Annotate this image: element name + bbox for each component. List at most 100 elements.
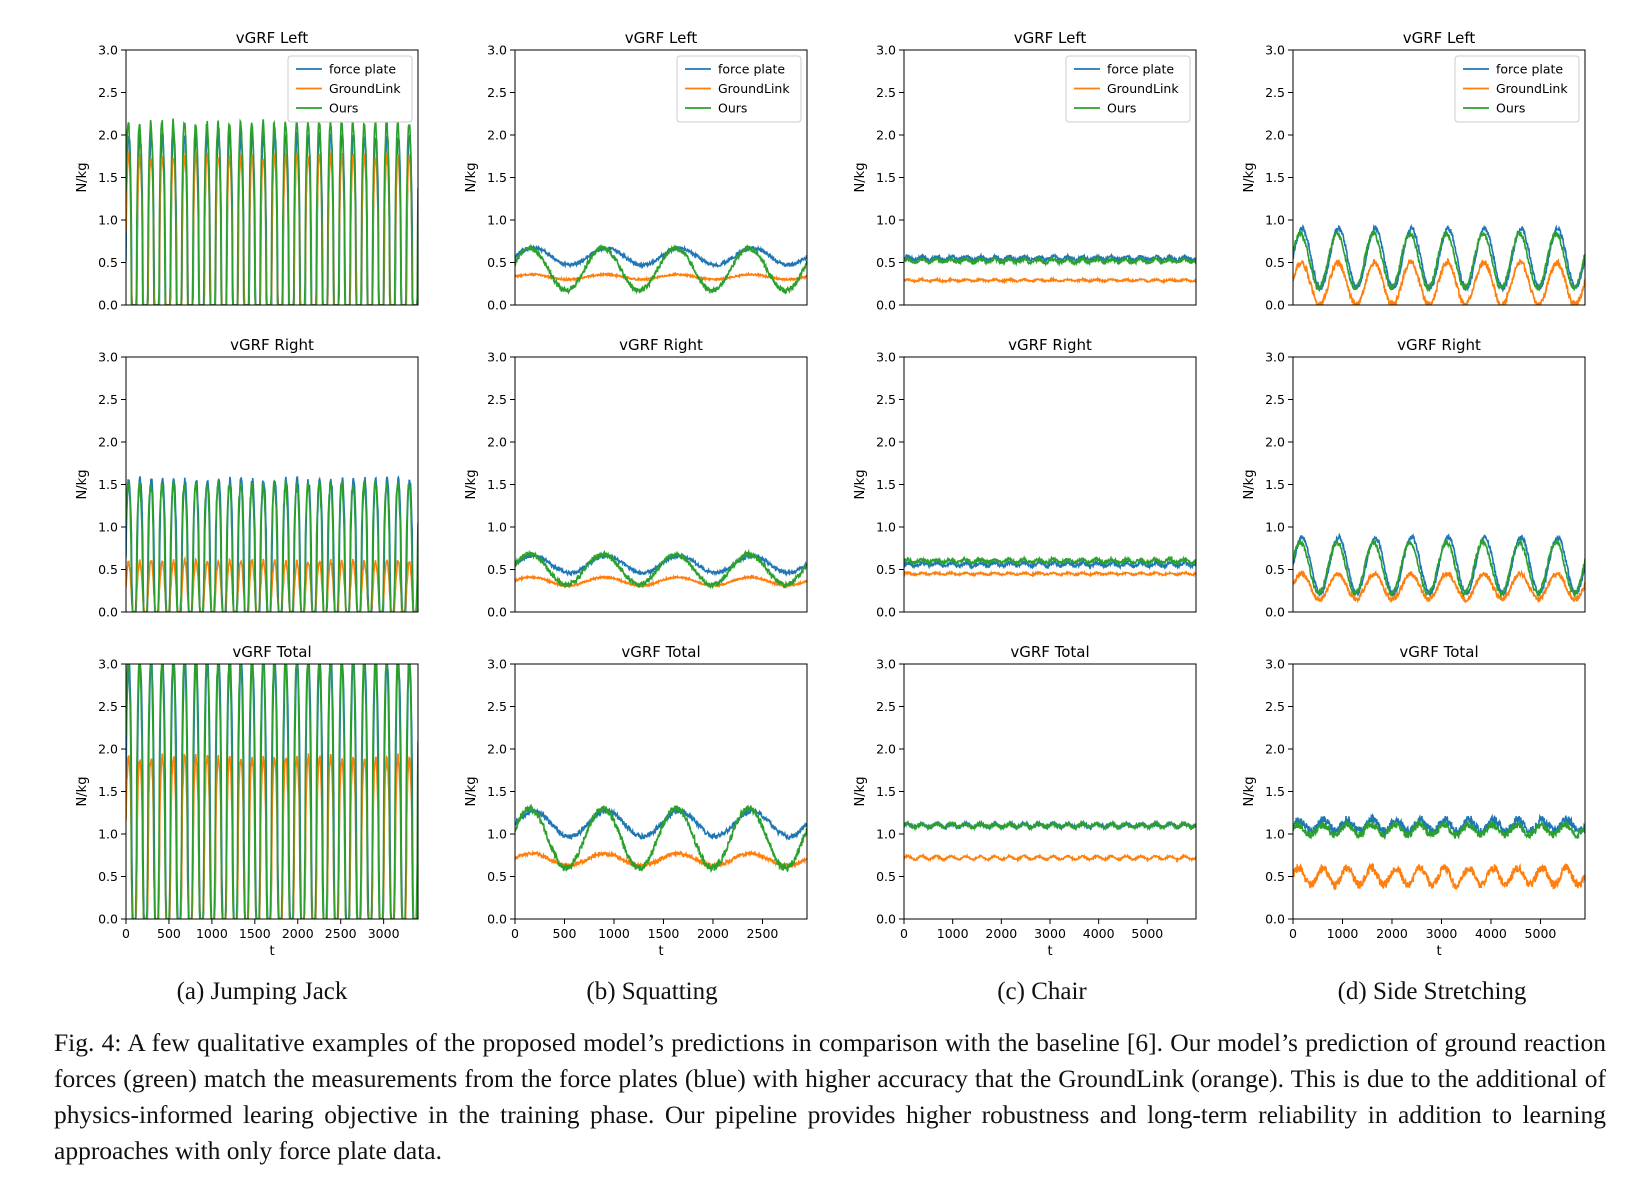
- y-tick-label: 0.0: [876, 912, 896, 927]
- plot-frame: [514, 663, 808, 920]
- series-line-groundlink: [1293, 862, 1585, 891]
- y-tick-label: 3.0: [487, 657, 507, 672]
- y-tick-label: 1.0: [1265, 213, 1285, 228]
- y-tick-label: 2.5: [1265, 699, 1285, 714]
- chart-panel-a-2: vGRF Total 0.0 0.5 1.0 1.5 2.0 2.5 3.0 N/kg 0 500 1…: [75, 643, 419, 959]
- x-tick-label: 2000: [697, 926, 729, 941]
- y-tick-label: 2.0: [1265, 742, 1285, 757]
- series-line-groundlink: [515, 271, 807, 283]
- series-line-ours: [126, 664, 418, 919]
- y-tick-label: 0.0: [487, 605, 507, 620]
- series-line-groundlink: [1293, 257, 1585, 305]
- chart-title: vGRF Right: [1397, 336, 1481, 354]
- legend-box: [1454, 55, 1580, 123]
- legend-label: force plate: [718, 62, 785, 77]
- y-axis-label: N/kg: [1242, 470, 1257, 500]
- y-tick-label: 2.5: [98, 392, 118, 407]
- y-tick-label: 1.0: [876, 827, 896, 842]
- y-tick-label: 3.0: [876, 657, 896, 672]
- y-axis-label: N/kg: [75, 777, 90, 807]
- chart-panel-a-1: vGRF Right 0.0 0.5 1.0 1.5 2.0 2.5 3.0 N/kg: [75, 336, 419, 620]
- y-tick-label: 3.0: [487, 43, 507, 58]
- plot-frame: [125, 663, 419, 920]
- y-tick-label: 3.0: [487, 350, 507, 365]
- legend-label: Ours: [1107, 101, 1136, 116]
- legend: force plate GroundLink Ours: [1454, 55, 1580, 123]
- y-axis-label: N/kg: [853, 470, 868, 500]
- y-tick-label: 3.0: [1265, 43, 1285, 58]
- series-line-ours: [904, 819, 1196, 832]
- x-tick-label: 0: [1289, 926, 1297, 941]
- chart-panel-d-2: vGRF Total 0.0 0.5 1.0 1.5 2.0 2.5 3.0 N/kg 0 1000…: [1242, 643, 1586, 959]
- chart-panel-c-1: vGRF Right 0.0 0.5 1.0 1.5 2.0 2.5 3.0 N/kg: [853, 336, 1197, 620]
- y-tick-label: 0.0: [487, 298, 507, 313]
- series-line-ours: [904, 554, 1196, 567]
- legend-label: Ours: [718, 101, 747, 116]
- legend-label: Ours: [1496, 101, 1525, 116]
- y-tick-label: 2.0: [876, 128, 896, 143]
- figure-grid: vGRF Left 0.0 0.5 1.0 1.5 2.0 2.5 3.0 N/kg force …: [75, 29, 1586, 959]
- y-tick-label: 0.5: [1265, 869, 1285, 884]
- subcaption-a: (a) Jumping Jack: [176, 978, 348, 1005]
- plot-frame: [514, 356, 808, 613]
- chart-panel-c-2: vGRF Total 0.0 0.5 1.0 1.5 2.0 2.5 3.0 N/kg 0 1000…: [853, 643, 1197, 959]
- y-tick-label: 2.5: [876, 85, 896, 100]
- y-tick-label: 3.0: [876, 350, 896, 365]
- y-tick-label: 1.0: [876, 213, 896, 228]
- series-line-groundlink: [126, 555, 418, 612]
- y-tick-label: 2.0: [1265, 435, 1285, 450]
- x-tick-label: 5000: [1131, 926, 1163, 941]
- x-tick-label: 3000: [1034, 926, 1066, 941]
- chart-title: vGRF Left: [625, 29, 698, 47]
- y-tick-label: 1.5: [98, 784, 118, 799]
- series-line-groundlink: [904, 852, 1196, 864]
- x-tick-label: 0: [900, 926, 908, 941]
- y-axis-label: N/kg: [1242, 163, 1257, 193]
- series-line-groundlink: [515, 849, 807, 871]
- x-tick-label: 1000: [598, 926, 630, 941]
- x-tick-label: 0: [511, 926, 519, 941]
- y-tick-label: 2.5: [876, 699, 896, 714]
- y-tick-label: 0.5: [876, 562, 896, 577]
- y-tick-label: 0.5: [98, 562, 118, 577]
- y-tick-label: 3.0: [98, 43, 118, 58]
- y-tick-label: 0.0: [1265, 912, 1285, 927]
- y-tick-label: 1.5: [487, 477, 507, 492]
- y-tick-label: 1.5: [98, 170, 118, 185]
- legend-label: GroundLink: [1496, 81, 1568, 96]
- y-tick-label: 3.0: [1265, 657, 1285, 672]
- subcaption-row: (a) Jumping Jack (b) Squatting (c) Chair…: [0, 978, 1652, 1018]
- x-tick-label: 5000: [1525, 926, 1557, 941]
- plot-frame: [1292, 663, 1586, 920]
- y-tick-label: 1.0: [1265, 827, 1285, 842]
- y-tick-label: 2.5: [876, 392, 896, 407]
- legend-label: force plate: [1496, 62, 1563, 77]
- y-tick-label: 2.0: [487, 435, 507, 450]
- legend-label: Ours: [329, 101, 358, 116]
- x-tick-label: 3000: [368, 926, 400, 941]
- plot-frame: [1292, 356, 1586, 613]
- y-tick-label: 3.0: [1265, 350, 1285, 365]
- x-axis-label: t: [658, 944, 663, 959]
- chart-panel-a-0: vGRF Left 0.0 0.5 1.0 1.5 2.0 2.5 3.0 N/kg force …: [75, 29, 419, 313]
- subcaption-c: (c) Chair: [997, 978, 1087, 1005]
- y-tick-label: 1.0: [487, 213, 507, 228]
- x-tick-label: 2500: [325, 926, 357, 941]
- y-tick-label: 2.0: [98, 742, 118, 757]
- x-tick-label: 1000: [937, 926, 969, 941]
- y-tick-label: 1.5: [1265, 170, 1285, 185]
- y-tick-label: 1.5: [1265, 477, 1285, 492]
- figure-caption: Fig. 4: A few qualitative examples of th…: [54, 1028, 1606, 1165]
- y-axis-label: N/kg: [1242, 777, 1257, 807]
- series-line-ours: [515, 243, 807, 296]
- y-tick-label: 1.5: [98, 477, 118, 492]
- chart-title: vGRF Right: [619, 336, 703, 354]
- x-tick-label: 500: [157, 926, 181, 941]
- y-tick-label: 1.5: [876, 784, 896, 799]
- y-tick-label: 0.0: [98, 605, 118, 620]
- y-tick-label: 2.0: [487, 128, 507, 143]
- plot-frame: [903, 356, 1197, 613]
- chart-title: vGRF Left: [236, 29, 309, 47]
- x-tick-label: 500: [553, 926, 577, 941]
- y-tick-label: 0.5: [98, 255, 118, 270]
